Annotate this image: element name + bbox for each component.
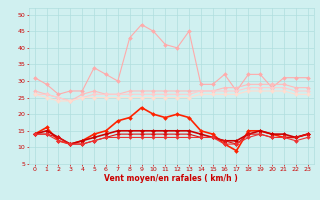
X-axis label: Vent moyen/en rafales ( km/h ): Vent moyen/en rafales ( km/h ) xyxy=(104,174,238,183)
